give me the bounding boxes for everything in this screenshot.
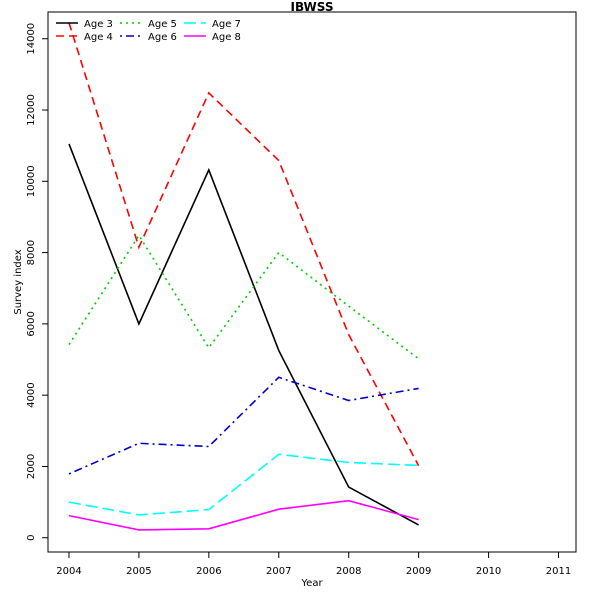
legend-label: Age 3 xyxy=(84,19,113,30)
y-axis: 0 2000 4000 6000 8000 10000 12000 14000 xyxy=(26,23,48,541)
y-tick-label: 6000 xyxy=(26,311,37,336)
x-tick-label: 2006 xyxy=(196,566,221,577)
x-tick-label: 2004 xyxy=(56,566,81,577)
y-tick-label: 4000 xyxy=(26,382,37,407)
chart-title: IBWSS xyxy=(291,0,334,14)
x-tick-label: 2010 xyxy=(476,566,501,577)
x-tick-label: 2008 xyxy=(336,566,361,577)
series-line-age-7 xyxy=(68,453,419,516)
x-tick-label: 2009 xyxy=(406,566,431,577)
legend-label: Age 4 xyxy=(84,32,113,43)
series-line-age-3 xyxy=(68,143,419,526)
legend-label: Age 6 xyxy=(148,32,177,43)
legend-label: Age 7 xyxy=(212,19,241,30)
series-line-age-4 xyxy=(68,22,420,467)
x-axis-label: Year xyxy=(300,578,323,589)
series-line-age-5 xyxy=(68,234,420,360)
y-tick-label: 0 xyxy=(26,535,37,541)
x-axis: 2004 2005 2006 2007 2008 2009 2010 2011 xyxy=(56,552,571,577)
y-tick-label: 14000 xyxy=(26,23,37,55)
x-tick-label: 2011 xyxy=(546,566,571,577)
series-line-age-6 xyxy=(68,376,419,475)
y-axis-label: Survey index xyxy=(13,249,24,314)
legend-label: Age 8 xyxy=(212,32,241,43)
y-tick-label: 12000 xyxy=(26,94,37,126)
series-line-age-8 xyxy=(68,499,419,531)
y-tick-label: 2000 xyxy=(26,454,37,479)
series-lines xyxy=(68,22,420,531)
x-tick-label: 2007 xyxy=(266,566,291,577)
x-tick-label: 2005 xyxy=(126,566,151,577)
legend-label: Age 5 xyxy=(148,19,177,30)
legend: Age 3 Age 4 Age 5 Age 6 Age 7 Age 8 xyxy=(56,19,241,43)
y-tick-label: 8000 xyxy=(26,240,37,265)
plot-frame xyxy=(47,11,577,553)
y-tick-label: 10000 xyxy=(26,165,37,197)
